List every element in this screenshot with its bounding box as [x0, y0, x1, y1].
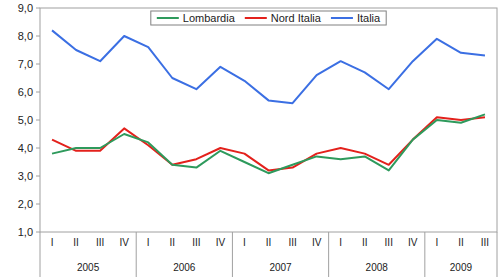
group-separator — [497, 232, 498, 277]
x-tick-label: I — [243, 237, 246, 248]
x-tick-label: III — [385, 237, 393, 248]
group-label: 2008 — [366, 262, 389, 273]
legend: Lombardia Nord Italia Italia — [151, 11, 386, 25]
x-tick-label: II — [73, 237, 79, 248]
y-tick — [36, 8, 40, 9]
y-tick-label: 1,0 — [18, 226, 33, 238]
legend-item: Italia — [331, 12, 381, 24]
x-tick-label: III — [96, 237, 104, 248]
y-tick — [36, 120, 40, 121]
series-group — [52, 30, 485, 173]
y-tick — [36, 92, 40, 93]
legend-item: Lombardia — [157, 12, 236, 24]
x-tick-label: II — [458, 237, 464, 248]
y-tick — [36, 64, 40, 65]
y-tick-label: 2,0 — [18, 198, 33, 210]
legend-box — [151, 11, 386, 25]
x-tick-label: II — [266, 237, 272, 248]
x-tick-label: IV — [119, 237, 129, 248]
x-tick-label: I — [147, 237, 150, 248]
group-label: 2005 — [77, 262, 100, 273]
legend-key — [331, 17, 353, 19]
group-label: 2007 — [269, 262, 292, 273]
x-tick-label: IV — [216, 237, 226, 248]
y-tick-label: 7,0 — [18, 58, 33, 70]
x-tick-label: I — [51, 237, 54, 248]
x-tick-label: IV — [312, 237, 322, 248]
x-tick-label: II — [362, 237, 368, 248]
y-tick — [36, 36, 40, 37]
y-tick — [36, 176, 40, 177]
group-label: 2006 — [173, 262, 196, 273]
group-separator — [40, 232, 41, 277]
x-tick-label: III — [481, 237, 489, 248]
group-label: 2009 — [450, 262, 473, 273]
y-tick-label: 5,0 — [18, 114, 33, 126]
chart: 1,02,03,04,05,06,07,08,09,0IIIIIIIVIIIII… — [0, 0, 502, 279]
x-tick-label: I — [435, 237, 438, 248]
y-tick-label: 4,0 — [18, 142, 33, 154]
x-tick-label: III — [192, 237, 200, 248]
group-separator — [424, 232, 425, 277]
legend-key — [245, 17, 267, 19]
legend-label: Nord Italia — [271, 12, 322, 24]
legend-label: Lombardia — [183, 12, 236, 24]
group-separator — [232, 232, 233, 277]
x-tick-label: I — [339, 237, 342, 248]
x-tick-label: IV — [408, 237, 418, 248]
y-tick-label: 3,0 — [18, 170, 33, 182]
x-tick-label: III — [288, 237, 296, 248]
series-line — [52, 114, 485, 173]
y-tick-label: 9,0 — [18, 2, 33, 14]
legend-item: Nord Italia — [245, 12, 322, 24]
group-separator — [328, 232, 329, 277]
y-tick — [36, 232, 40, 233]
group-separator — [136, 232, 137, 277]
series-line — [52, 30, 485, 103]
legend-label: Italia — [357, 12, 381, 24]
y-tick-label: 8,0 — [18, 30, 33, 42]
plot-frame — [40, 8, 497, 232]
x-tick-label: II — [170, 237, 176, 248]
series-line — [52, 117, 485, 170]
y-tick-label: 6,0 — [18, 86, 33, 98]
legend-key — [157, 17, 179, 19]
y-tick — [36, 204, 40, 205]
y-tick — [36, 148, 40, 149]
